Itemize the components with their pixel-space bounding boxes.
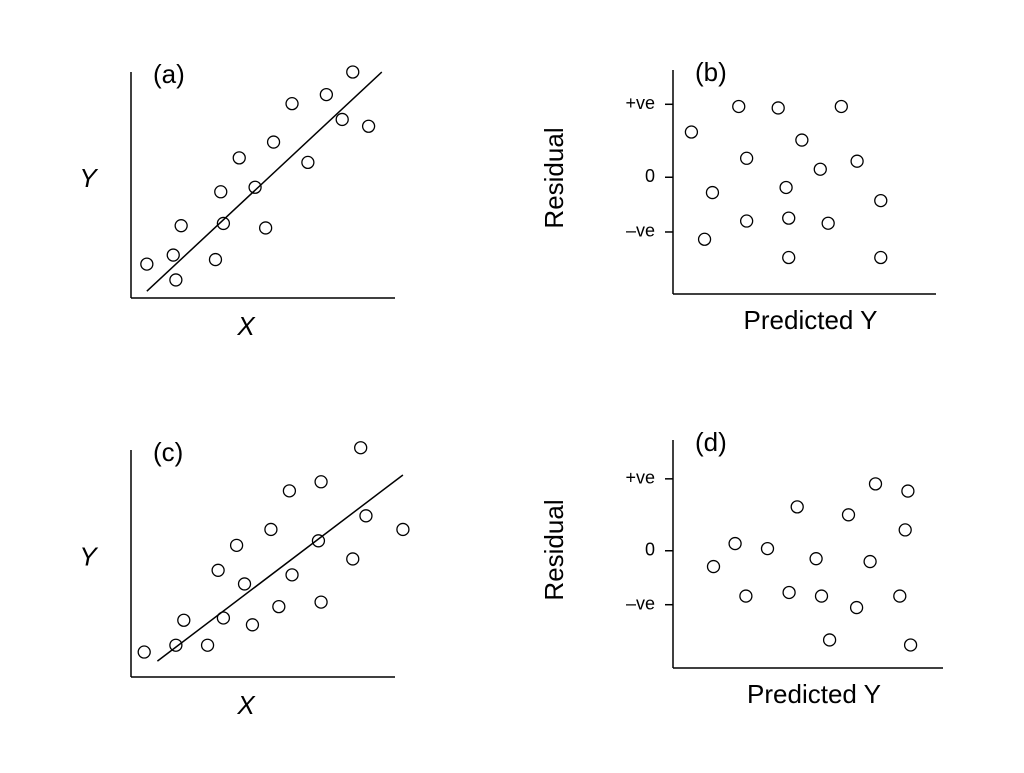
point [893,589,907,603]
point [813,162,827,176]
x-axis-label: Predicted Y [744,305,878,335]
point [901,484,915,498]
point [285,96,299,111]
point [874,193,888,208]
point [359,509,373,523]
point [319,87,334,102]
point [396,522,410,537]
point [782,585,796,600]
fit-line [146,71,383,292]
y-axis-label: Y [79,163,98,193]
point [174,219,188,233]
point [177,613,191,627]
panel-title: (b) [695,57,727,87]
point [208,252,223,267]
x-axis-label: X [236,690,256,720]
point [814,589,829,603]
point [728,536,742,551]
point [229,538,244,552]
point [311,534,326,548]
point [216,611,231,625]
point [232,151,246,165]
point [272,599,286,614]
point [248,180,262,194]
point [245,618,260,632]
point [684,125,699,139]
y-axis-label: Residual [539,499,569,600]
point [137,645,151,659]
point [790,500,804,514]
point [697,232,712,246]
y-axis-label: Residual [539,127,569,228]
point [346,65,360,79]
point [282,484,297,498]
y-axis-label: Y [79,541,98,571]
point [214,185,228,199]
point [782,211,796,225]
point [264,522,278,537]
point [237,577,252,591]
point [169,273,183,287]
point [863,554,877,569]
point [868,477,883,491]
point [211,563,225,577]
point [849,600,864,615]
point [706,559,721,574]
point [874,250,888,265]
point [834,99,848,114]
point [850,154,864,168]
point [301,155,315,170]
panel-title: (a) [153,59,185,89]
point [809,552,823,566]
panel-title: (d) [695,427,727,457]
y-tick-label: 0 [645,540,655,560]
y-tick-label: –ve [626,221,655,241]
point [314,595,328,609]
point [822,633,837,647]
panel-title: (c) [153,437,183,467]
point [285,568,299,582]
x-axis-label: Predicted Y [747,679,881,709]
point [782,250,796,265]
point [258,221,273,235]
x-axis-label: X [236,311,256,341]
point [361,119,376,133]
point [166,248,180,262]
point [266,135,281,149]
point [169,638,183,652]
point [771,101,785,115]
point [841,508,856,522]
point [821,216,835,230]
point [739,151,754,165]
point [779,180,793,195]
point [354,441,368,455]
point [140,257,154,271]
y-tick-label: 0 [645,166,655,186]
fit-line [156,474,404,662]
y-tick-label: –ve [626,593,655,613]
point [739,214,754,228]
point [760,541,775,556]
point [903,638,918,652]
point [898,523,912,537]
y-tick-label: +ve [625,93,655,113]
y-tick-label: +ve [625,468,655,488]
point [346,552,360,566]
point [200,638,215,652]
point [314,475,328,489]
point [739,589,753,603]
point [216,216,231,231]
point [335,112,349,127]
point [705,185,720,200]
point [732,99,746,114]
point [795,133,809,147]
